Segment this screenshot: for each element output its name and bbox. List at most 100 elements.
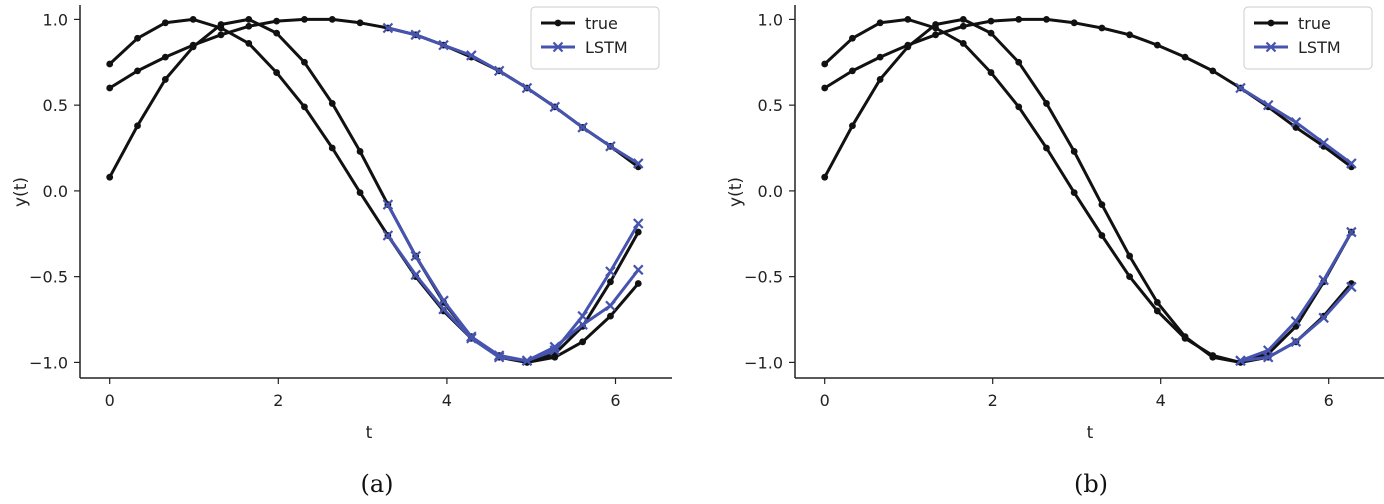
data-point <box>134 67 141 75</box>
data-point <box>987 69 995 76</box>
data-point <box>328 100 336 107</box>
data-point <box>1318 274 1329 286</box>
data-point <box>1181 53 1189 61</box>
legend-label: LSTM <box>585 38 628 57</box>
data-point <box>382 230 394 241</box>
data-point <box>959 40 967 47</box>
data-point <box>1262 351 1274 363</box>
data-point <box>356 189 364 197</box>
data-point <box>1290 117 1302 128</box>
legend-label: true <box>1298 14 1331 33</box>
data-point <box>605 141 616 152</box>
x-tick-label: 6 <box>610 391 620 410</box>
data-point <box>301 16 308 23</box>
data-point <box>1292 124 1300 131</box>
data-point <box>959 22 967 30</box>
legend: true LSTM <box>530 6 660 70</box>
series-line <box>823 17 1353 364</box>
data-point <box>577 319 588 330</box>
data-point <box>1153 307 1161 315</box>
data-point <box>1318 137 1329 149</box>
data-point <box>876 76 884 83</box>
data-point <box>876 53 884 61</box>
data-point <box>328 16 336 23</box>
data-point <box>217 24 225 32</box>
data-point <box>1346 226 1357 238</box>
data-point <box>466 50 477 61</box>
data-point <box>1235 82 1246 94</box>
series-line <box>387 26 640 165</box>
data-point <box>1070 189 1078 197</box>
data-point <box>632 264 644 276</box>
data-point <box>1015 58 1023 66</box>
legend-marker <box>554 19 562 27</box>
y-tick-label: 1.0 <box>43 10 68 29</box>
y-tick-label: 0.5 <box>43 96 68 115</box>
data-point <box>382 22 394 34</box>
y-tick-label: −1.0 <box>29 353 68 372</box>
data-point <box>607 312 614 320</box>
data-point <box>382 199 394 210</box>
series-lstm-4 <box>1235 281 1357 366</box>
legend-marker <box>552 41 564 53</box>
data-point <box>1290 315 1302 327</box>
data-point <box>245 40 253 47</box>
data-point <box>106 84 114 92</box>
data-point <box>849 122 856 130</box>
data-point <box>632 218 644 229</box>
data-point <box>438 39 449 51</box>
data-point <box>821 84 829 92</box>
data-point <box>605 266 616 277</box>
data-point <box>932 31 939 39</box>
series-line <box>386 203 640 363</box>
data-point <box>607 278 614 286</box>
data-point <box>577 310 588 322</box>
data-point <box>106 173 114 181</box>
y-tick-label: −0.5 <box>29 268 68 287</box>
data-point <box>1070 19 1078 27</box>
data-point <box>1098 201 1106 209</box>
data-point <box>551 353 559 361</box>
legend-marker <box>1265 41 1277 53</box>
data-point <box>1070 148 1078 155</box>
data-point <box>1153 298 1161 306</box>
data-point <box>1098 24 1106 32</box>
data-point <box>1043 144 1050 152</box>
data-point <box>521 82 533 94</box>
data-point <box>301 103 308 111</box>
data-point <box>410 250 421 262</box>
x-tick-label: 2 <box>273 391 283 410</box>
data-point <box>161 53 169 61</box>
y-axis-label: y(t) <box>11 177 31 207</box>
y-tick-label: 1.0 <box>758 10 783 29</box>
data-point <box>904 16 912 23</box>
series-line <box>108 17 640 364</box>
legend-marker <box>1267 19 1275 27</box>
panel-a: 0 2 4 6 −1.0 −0.5 0.0 0.5 1.0 t y(t) true LSTM (a) <box>11 5 672 498</box>
legend-label: LSTM <box>1298 38 1341 57</box>
panel-caption: (a) <box>360 470 393 498</box>
data-point <box>634 228 642 236</box>
data-point <box>245 16 253 23</box>
data-point <box>273 17 281 25</box>
data-point <box>134 34 141 42</box>
data-point <box>987 17 995 25</box>
data-point <box>273 29 281 37</box>
data-point <box>356 148 364 155</box>
panel-caption: (b) <box>1074 470 1108 498</box>
data-point <box>1209 67 1217 75</box>
data-point <box>605 300 616 312</box>
x-tick-label: 0 <box>105 391 115 410</box>
data-point <box>549 341 561 353</box>
data-point <box>1262 99 1274 111</box>
x-tick-label: 6 <box>1324 391 1334 410</box>
data-point <box>1015 103 1023 111</box>
data-point <box>356 19 364 27</box>
x-tick-label: 0 <box>820 391 830 410</box>
data-point <box>493 65 505 77</box>
data-point <box>1126 31 1134 39</box>
x-tick-label: 4 <box>442 391 452 410</box>
data-point <box>301 58 308 66</box>
data-point <box>549 101 561 113</box>
data-point <box>1235 355 1246 366</box>
